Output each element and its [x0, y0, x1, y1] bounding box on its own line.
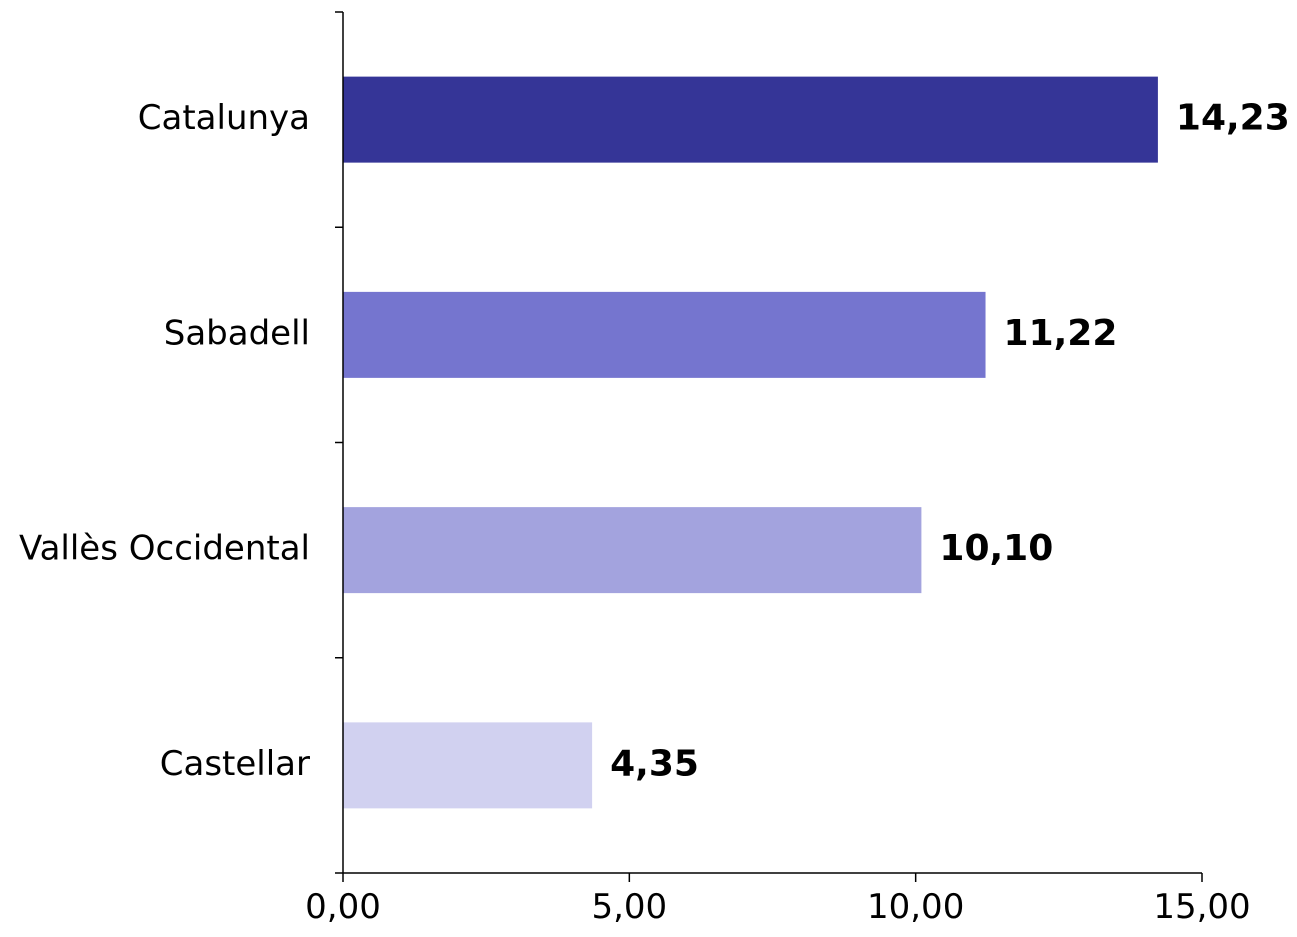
- value-label: 4,35: [610, 743, 699, 784]
- category-labels-group: Catalunya Sabadell Vallès Occidental Castel…: [19, 98, 310, 784]
- bar: [343, 722, 593, 809]
- x-tick-label: 0,00: [305, 887, 381, 927]
- category-label: Castellar: [160, 744, 310, 784]
- bars-group: [343, 76, 1158, 809]
- x-tick-label: 15,00: [1153, 887, 1250, 927]
- category-label: Vallès Occidental: [19, 529, 310, 569]
- bar: [343, 76, 1158, 163]
- value-label: 10,10: [939, 528, 1053, 569]
- category-label: Catalunya: [138, 98, 310, 138]
- x-tick-label: 10,00: [867, 887, 964, 927]
- value-label: 11,22: [1004, 313, 1118, 354]
- tick-labels-group: 0,00 5,00 10,00 15,00: [305, 887, 1251, 927]
- category-label: Sabadell: [164, 313, 310, 353]
- bar: [343, 507, 922, 594]
- axes-group: [335, 11, 1203, 882]
- x-tick-label: 5,00: [591, 887, 667, 927]
- value-label: 14,23: [1176, 98, 1290, 139]
- value-labels-group: 14,23 11,22 10,10 4,35: [610, 98, 1290, 785]
- bar: [343, 291, 986, 378]
